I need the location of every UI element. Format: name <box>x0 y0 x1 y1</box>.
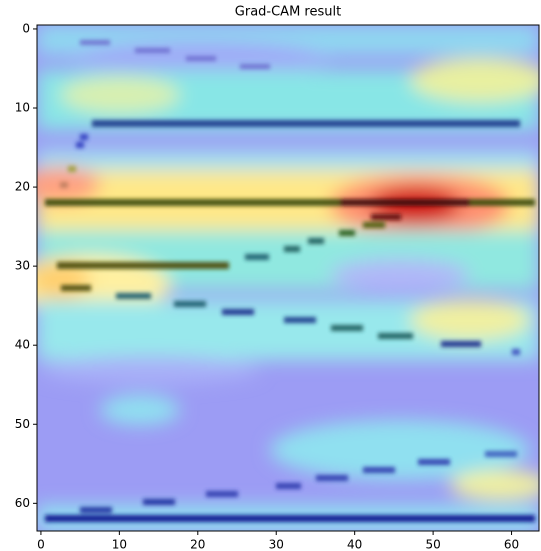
x-tick-label: 10 <box>112 538 127 551</box>
y-tick-label: 30 <box>15 259 30 273</box>
x-tick-label: 40 <box>347 538 362 551</box>
chart-title: Grad-CAM result <box>235 5 341 20</box>
y-tick-label: 20 <box>15 180 30 194</box>
y-tick-label: 60 <box>15 496 30 510</box>
chart: Grad-CAM result <box>0 0 541 551</box>
x-tick-label: 50 <box>425 538 440 551</box>
y-tick-label: 10 <box>15 101 30 115</box>
y-tick-label: 50 <box>15 417 30 431</box>
y-tick-label: 0 <box>22 21 30 35</box>
heatmap <box>10 25 541 531</box>
y-tick-label: 40 <box>15 338 30 352</box>
x-tick-label: 20 <box>190 538 205 551</box>
x-tick-label: 0 <box>37 538 45 551</box>
x-tick-label: 60 <box>504 538 519 551</box>
x-tick-label: 30 <box>269 538 284 551</box>
